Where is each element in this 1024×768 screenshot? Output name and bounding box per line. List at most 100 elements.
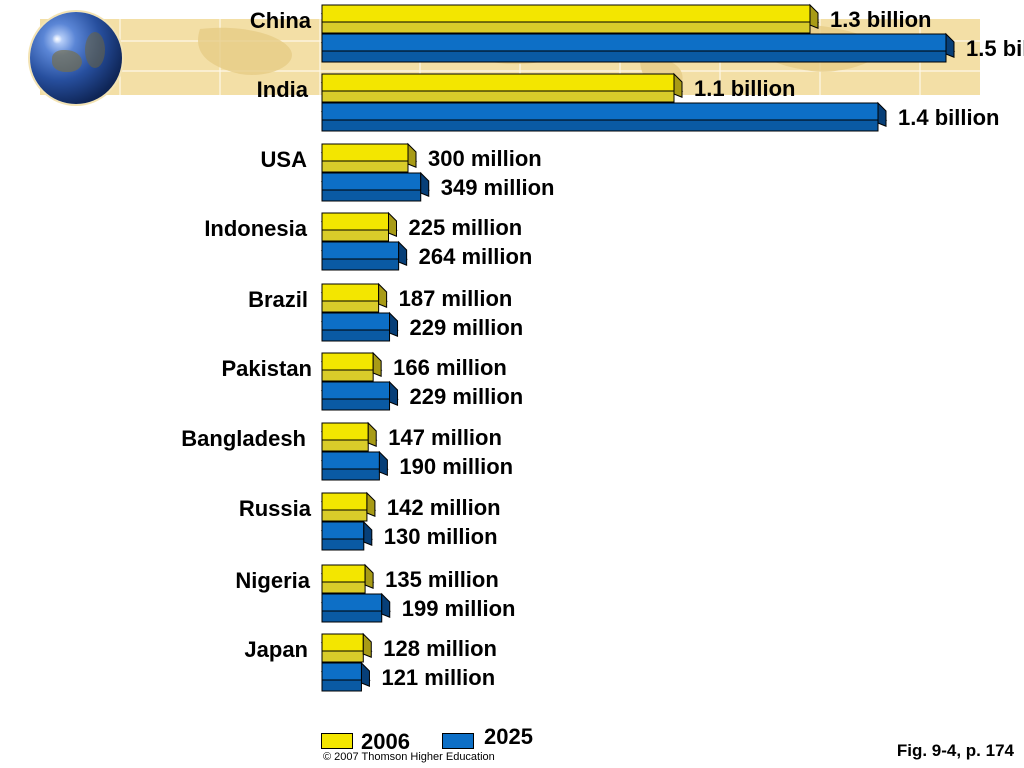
bar-bottom-2025-indonesia bbox=[321, 258, 400, 271]
bar-2006-nigeria bbox=[320, 563, 375, 594]
data-label-2025-indonesia: 264 million bbox=[419, 244, 533, 269]
legend-swatch-2025 bbox=[442, 733, 474, 749]
bar-2025-bangladesh bbox=[320, 450, 389, 481]
bar-bottom-2025-russia bbox=[321, 538, 365, 551]
category-label-bangladesh: Bangladesh bbox=[181, 426, 306, 451]
bar-bottom-2006-bangladesh bbox=[321, 439, 369, 452]
bar-side-2025-usa bbox=[420, 171, 430, 197]
category-label-nigeria: Nigeria bbox=[235, 568, 310, 593]
data-label-2025-pakistan: 229 million bbox=[410, 384, 524, 409]
category-label-russia: Russia bbox=[239, 496, 312, 521]
bar-side-2025-bangladesh bbox=[378, 450, 388, 476]
copyright-text: © 2007 Thomson Higher Education bbox=[323, 751, 495, 763]
bar-side-2006-india bbox=[673, 72, 683, 98]
data-label-2006-brazil: 187 million bbox=[399, 286, 513, 311]
bar-front-2025-nigeria bbox=[321, 593, 383, 612]
bar-front-2006-usa bbox=[321, 143, 409, 162]
bar-front-2025-india bbox=[321, 102, 879, 121]
bar-2025-pakistan bbox=[320, 380, 399, 411]
bar-bottom-2025-usa bbox=[321, 189, 422, 202]
data-label-2025-china: 1.5 billion bbox=[966, 36, 1024, 61]
legend-label-2006: 2006 bbox=[361, 729, 410, 754]
bar-2025-nigeria bbox=[320, 592, 391, 623]
bar-side-2025-russia bbox=[363, 520, 373, 546]
bar-bottom-2006-china bbox=[321, 21, 811, 34]
bar-bottom-2006-usa bbox=[321, 160, 409, 173]
data-label-2006-china: 1.3 billion bbox=[830, 7, 931, 32]
bar-2006-china bbox=[320, 3, 820, 34]
category-label-indonesia: Indonesia bbox=[204, 216, 307, 241]
data-label-2025-russia: 130 million bbox=[384, 524, 498, 549]
bar-side-2006-brazil bbox=[378, 282, 388, 308]
globe-icon bbox=[30, 12, 122, 104]
bar-side-2006-japan bbox=[362, 632, 372, 658]
bar-side-2025-china bbox=[945, 32, 955, 58]
bar-2025-brazil bbox=[320, 311, 399, 342]
bar-2025-japan bbox=[320, 661, 371, 692]
category-label-china: China bbox=[250, 8, 312, 33]
bar-front-2006-pakistan bbox=[321, 352, 374, 371]
bar-front-2006-bangladesh bbox=[321, 422, 369, 441]
category-label-india: India bbox=[257, 77, 309, 102]
data-label-2025-usa: 349 million bbox=[441, 175, 555, 200]
data-label-2006-nigeria: 135 million bbox=[385, 567, 499, 592]
bar-side-2025-pakistan bbox=[389, 380, 399, 406]
bar-2006-brazil bbox=[320, 282, 388, 313]
bar-side-2006-bangladesh bbox=[367, 421, 377, 447]
bar-2006-india bbox=[320, 72, 684, 103]
bar-side-2006-pakistan bbox=[372, 351, 382, 377]
bar-bottom-2006-russia bbox=[321, 509, 368, 522]
category-label-pakistan: Pakistan bbox=[222, 356, 313, 381]
bar-front-2025-russia bbox=[321, 521, 365, 540]
data-label-2025-nigeria: 199 million bbox=[402, 596, 516, 621]
bar-bottom-2025-japan bbox=[321, 679, 362, 692]
bar-front-2006-china bbox=[321, 4, 811, 23]
bar-front-2025-china bbox=[321, 33, 947, 52]
bar-front-2006-indonesia bbox=[321, 212, 389, 231]
data-label-2006-indonesia: 225 million bbox=[409, 215, 523, 240]
bar-front-2025-usa bbox=[321, 172, 422, 191]
bar-2006-pakistan bbox=[320, 351, 383, 382]
data-label-2025-japan: 121 million bbox=[381, 665, 495, 690]
bar-bottom-2006-brazil bbox=[321, 300, 380, 313]
bar-front-2025-brazil bbox=[321, 312, 391, 331]
category-label-japan: Japan bbox=[244, 637, 308, 662]
bar-bottom-2025-india bbox=[321, 119, 879, 132]
bar-front-2025-japan bbox=[321, 662, 362, 681]
bar-2025-india bbox=[320, 101, 888, 132]
bar-side-2025-brazil bbox=[389, 311, 399, 337]
bar-2025-russia bbox=[320, 520, 374, 551]
bar-bottom-2025-brazil bbox=[321, 329, 391, 342]
data-label-2025-brazil: 229 million bbox=[410, 315, 524, 340]
bar-bottom-2025-bangladesh bbox=[321, 468, 380, 481]
bar-bottom-2025-china bbox=[321, 50, 947, 63]
bar-side-2025-nigeria bbox=[381, 592, 391, 618]
bar-front-2006-japan bbox=[321, 633, 364, 652]
bar-bottom-2006-pakistan bbox=[321, 369, 374, 382]
bar-2025-indonesia bbox=[320, 240, 408, 271]
data-label-2006-india: 1.1 billion bbox=[694, 76, 795, 101]
bar-bottom-2025-nigeria bbox=[321, 610, 383, 623]
data-label-2006-pakistan: 166 million bbox=[393, 355, 507, 380]
bar-front-2006-brazil bbox=[321, 283, 380, 302]
bar-bottom-2025-pakistan bbox=[321, 398, 391, 411]
bar-2025-china bbox=[320, 32, 956, 63]
bar-bottom-2006-india bbox=[321, 90, 675, 103]
bar-bottom-2006-japan bbox=[321, 650, 364, 663]
bar-2025-usa bbox=[320, 171, 430, 202]
bar-front-2006-nigeria bbox=[321, 564, 366, 583]
bar-side-2025-indonesia bbox=[398, 240, 408, 266]
bar-front-2006-russia bbox=[321, 492, 368, 511]
bar-side-2006-nigeria bbox=[364, 563, 374, 589]
bar-front-2025-bangladesh bbox=[321, 451, 380, 470]
data-label-2006-usa: 300 million bbox=[428, 146, 542, 171]
bar-front-2006-india bbox=[321, 73, 675, 92]
bar-front-2025-pakistan bbox=[321, 381, 391, 400]
bar-side-2025-india bbox=[877, 101, 887, 127]
data-label-2006-russia: 142 million bbox=[387, 495, 501, 520]
category-label-brazil: Brazil bbox=[248, 287, 308, 312]
bar-front-2025-indonesia bbox=[321, 241, 400, 260]
bar-side-2006-russia bbox=[366, 491, 376, 517]
bar-bottom-2006-indonesia bbox=[321, 229, 389, 242]
